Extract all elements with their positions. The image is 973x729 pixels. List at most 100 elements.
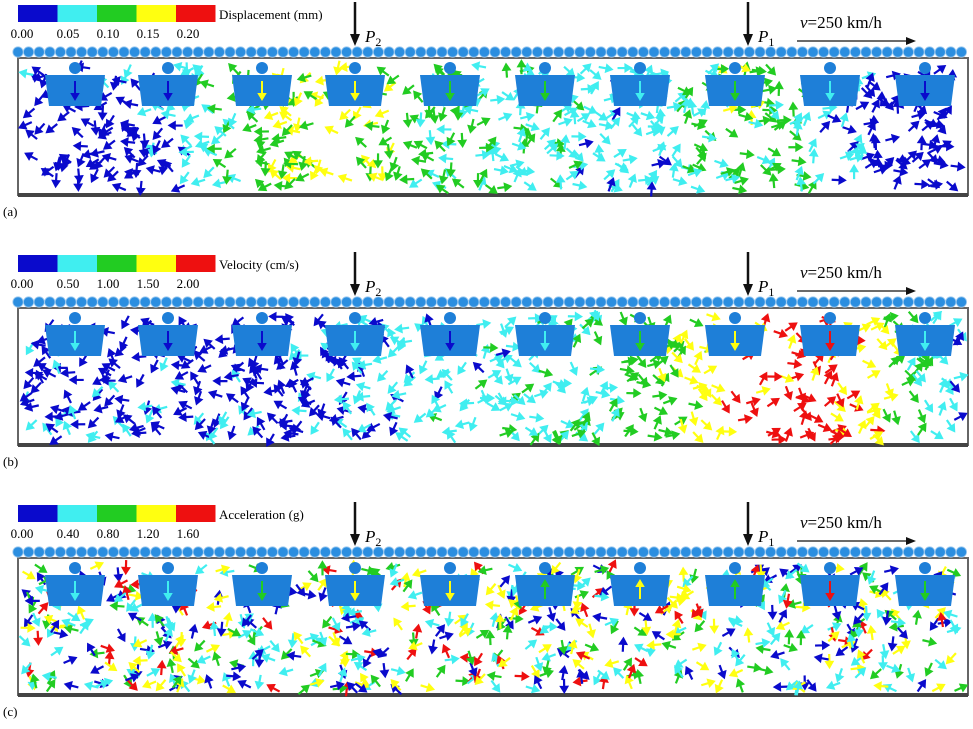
rail-node	[363, 47, 373, 57]
panel: Displacement (mm)0.000.050.100.150.20P2P…	[3, 2, 968, 219]
legend-title: Displacement (mm)	[219, 7, 323, 22]
rail-node	[659, 547, 669, 557]
rail-node	[257, 47, 267, 57]
rail-node	[500, 297, 510, 307]
rail-node	[723, 47, 733, 57]
rail-node	[744, 297, 754, 307]
rail-node	[267, 297, 277, 307]
fastener	[69, 312, 81, 324]
rail-node	[765, 297, 775, 307]
rail-node	[299, 547, 309, 557]
legend-swatch	[137, 505, 177, 522]
fastener	[824, 312, 836, 324]
rail-node	[13, 297, 23, 307]
legend-swatch	[18, 5, 58, 22]
rail-node	[553, 47, 563, 57]
rail-node	[87, 297, 97, 307]
rail-node	[161, 47, 171, 57]
legend-tick-label: 0.15	[137, 26, 160, 41]
legend-swatch	[18, 505, 58, 522]
rail-node	[193, 297, 203, 307]
rail-node	[840, 547, 850, 557]
rail-node	[797, 47, 807, 57]
rail-node	[511, 547, 521, 557]
rail-node	[288, 47, 298, 57]
rail-node	[235, 547, 245, 557]
rail-node	[405, 297, 415, 307]
rail-node	[204, 47, 214, 57]
rail-node	[861, 547, 871, 557]
load-letter: P	[364, 527, 375, 546]
rail-node	[98, 547, 108, 557]
rail-node	[787, 47, 797, 57]
rail-node	[670, 547, 680, 557]
rail-node	[659, 47, 669, 57]
rail-node	[225, 547, 235, 557]
rail-node	[818, 47, 828, 57]
rail-node	[585, 547, 595, 557]
rail-node	[946, 297, 956, 307]
legend-tick-label: 0.00	[11, 26, 34, 41]
fastener	[919, 562, 931, 574]
rail-node	[108, 297, 118, 307]
rail-node	[405, 47, 415, 57]
rail-node	[681, 297, 691, 307]
rail-node	[320, 297, 330, 307]
rail-node	[712, 547, 722, 557]
rail-node	[490, 297, 500, 307]
rail-node	[628, 297, 638, 307]
rail-node	[405, 547, 415, 557]
rail-node	[670, 47, 680, 57]
rail-node	[935, 47, 945, 57]
rail-node	[34, 547, 44, 557]
rail-node	[628, 47, 638, 57]
rail-node	[45, 47, 55, 57]
rail-node	[447, 297, 457, 307]
rail-node	[903, 547, 913, 557]
fastener	[634, 62, 646, 74]
rail-node	[532, 47, 542, 57]
rail-node	[108, 47, 118, 57]
rail-node	[924, 47, 934, 57]
fastener	[444, 562, 456, 574]
rail-node	[320, 47, 330, 57]
rail-node	[712, 297, 722, 307]
fastener	[69, 562, 81, 574]
rail-node	[129, 47, 139, 57]
panel-label: (b)	[3, 454, 18, 469]
rail-node	[776, 547, 786, 557]
rail-node	[469, 297, 479, 307]
fastener	[919, 62, 931, 74]
rail-node	[522, 547, 532, 557]
rail-node	[893, 297, 903, 307]
panel-label: (a)	[3, 204, 17, 219]
rail-node	[617, 47, 627, 57]
load-arrow-head	[350, 34, 360, 46]
rail-node	[87, 547, 97, 557]
rail-node	[76, 47, 86, 57]
rail-node	[649, 47, 659, 57]
rail-node	[55, 47, 65, 57]
rail-node	[257, 297, 267, 307]
rail-node	[956, 547, 966, 557]
rail-node	[543, 547, 553, 557]
rail-node	[108, 547, 118, 557]
rail-node	[840, 297, 850, 307]
rail-node	[670, 297, 680, 307]
rail-node	[490, 47, 500, 57]
rail-node	[702, 297, 712, 307]
panel: Acceleration (g)0.000.400.801.201.60P2P1…	[3, 502, 968, 719]
fastener	[539, 62, 551, 74]
rail-node	[66, 297, 76, 307]
rail-node	[204, 547, 214, 557]
fastener	[349, 562, 361, 574]
rail-node	[871, 297, 881, 307]
rail-node	[55, 297, 65, 307]
rail-node	[649, 547, 659, 557]
legend-swatch	[58, 505, 98, 522]
rail-node	[575, 47, 585, 57]
rail-node	[331, 547, 341, 557]
rail-node	[310, 47, 320, 57]
rail-node	[585, 297, 595, 307]
load-letter: P	[757, 277, 768, 296]
